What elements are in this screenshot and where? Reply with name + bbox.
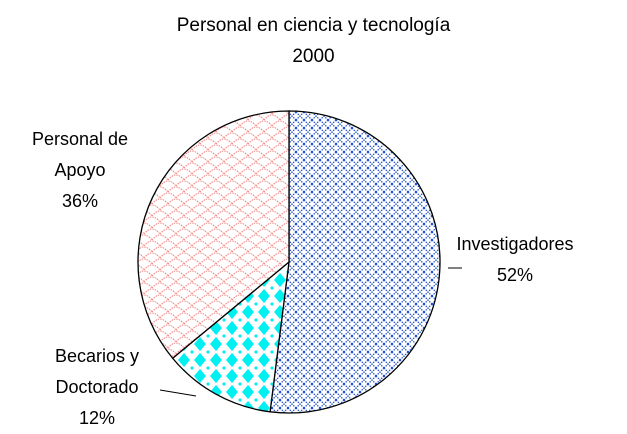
pie-slice bbox=[269, 110, 441, 414]
chart-title-block: Personal en ciencia y tecnología 2000 bbox=[0, 10, 627, 72]
slice-value-label: 52% bbox=[496, 265, 534, 285]
slice-label: Becarios y Doctorado 12% bbox=[22, 341, 172, 434]
slice-label: Investigadores 52% bbox=[445, 229, 585, 291]
slice-name: Becarios y Doctorado bbox=[54, 346, 140, 397]
pie-slice bbox=[137, 110, 290, 360]
slice-label: Personal de Apoyo 36% bbox=[5, 124, 155, 217]
slice-value-label: 12% bbox=[78, 408, 116, 428]
chart-subtitle: 2000 bbox=[292, 46, 335, 67]
slice-name: Investigadores bbox=[456, 234, 574, 254]
slice-name: Personal de Apoyo bbox=[31, 129, 129, 180]
pie-slice bbox=[171, 260, 290, 413]
leader-line bbox=[159, 389, 197, 397]
chart-title: Personal en ciencia y tecnología bbox=[176, 15, 451, 36]
slice-value-label: 36% bbox=[61, 191, 99, 211]
